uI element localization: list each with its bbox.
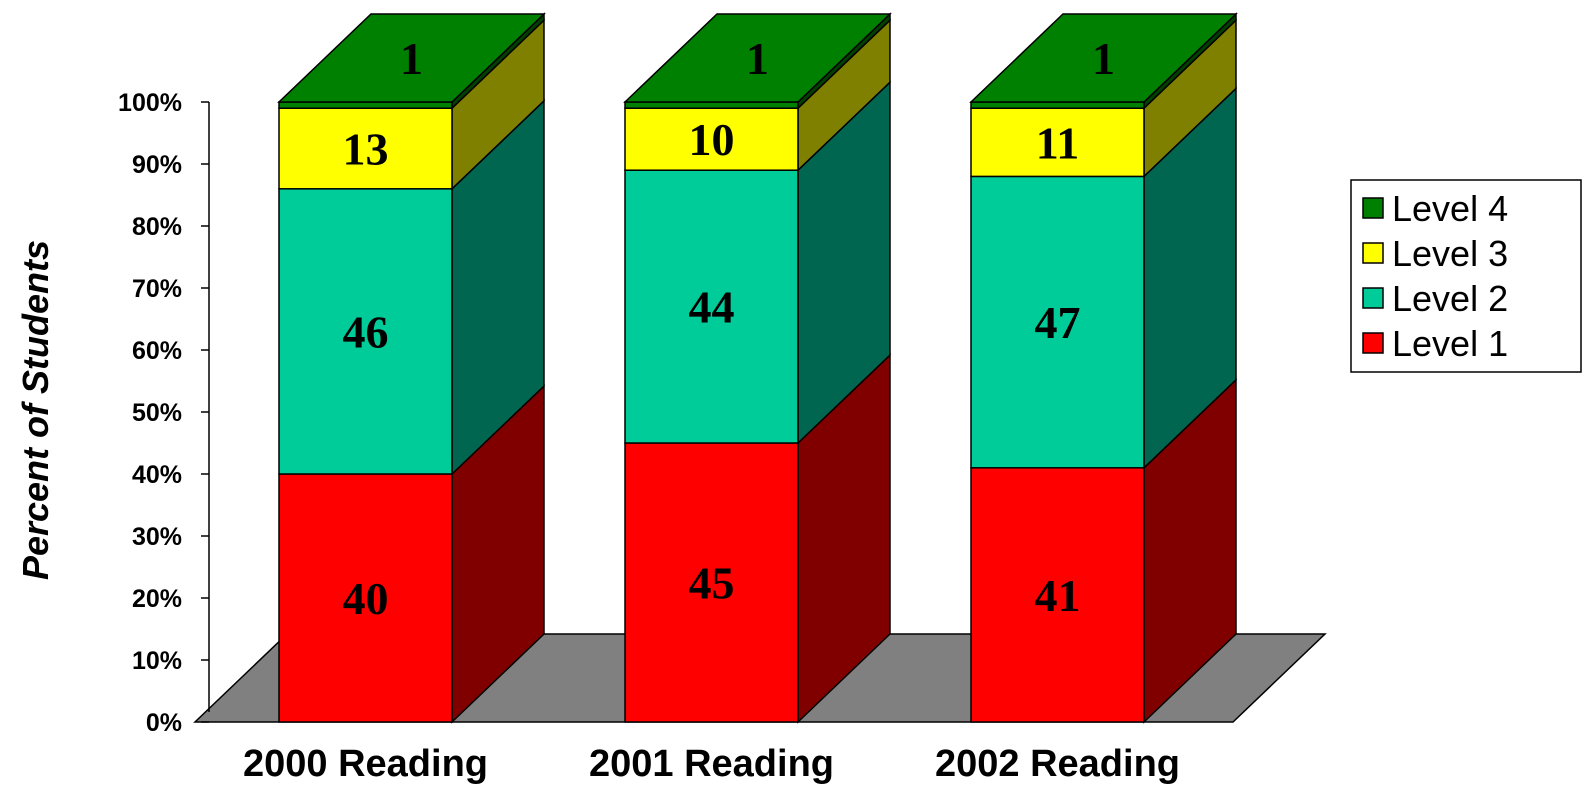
legend-swatch: [1362, 332, 1384, 354]
legend-swatch: [1362, 287, 1384, 309]
bar-segment: [278, 101, 453, 109]
data-label: 11: [1036, 117, 1079, 168]
data-label: 45: [689, 558, 735, 609]
y-tick-label: 80%: [132, 213, 182, 241]
legend-swatch: [1362, 242, 1384, 264]
bar-segment: [624, 169, 799, 444]
x-category-label: 2002 Reading: [935, 743, 1180, 785]
data-label: 13: [343, 124, 389, 175]
x-category-label: 2000 Reading: [243, 743, 488, 785]
y-tick-label: 10%: [132, 647, 182, 675]
data-label: 1: [746, 33, 769, 84]
bar-stack: 40 46 131: [277, 12, 546, 724]
x-category-label: 2001 Reading: [589, 743, 834, 785]
data-label: 1: [1092, 33, 1115, 84]
y-axis-title: Percent of Students: [15, 240, 56, 580]
y-tick-label: 40%: [132, 461, 182, 489]
legend-label: Level 4: [1392, 188, 1508, 229]
y-tick-label: 90%: [132, 151, 182, 179]
bar-segment: [624, 107, 799, 171]
bar-segment: [970, 101, 1145, 109]
y-tick-label: 60%: [132, 337, 182, 365]
bar-top-face: [969, 13, 1238, 103]
y-tick-label: 50%: [132, 399, 182, 427]
bar-segment: [624, 101, 799, 109]
y-tick-label: 0%: [146, 709, 182, 737]
y-tick-label: 20%: [132, 585, 182, 613]
y-tick-label: 100%: [118, 89, 182, 117]
bar-segment: [970, 467, 1145, 723]
bar-segment: [278, 107, 453, 190]
bar-segment: [970, 107, 1145, 178]
data-label: 47: [1035, 297, 1081, 348]
bar-segment: [970, 175, 1145, 469]
data-label: 1: [400, 33, 423, 84]
data-label: 10: [689, 114, 735, 165]
bar-stack: 45 44 101: [623, 12, 892, 724]
legend-label: Level 3: [1392, 233, 1508, 274]
bar-top-face: [277, 13, 546, 103]
data-label: 44: [689, 282, 735, 333]
bar-segment: [624, 442, 799, 723]
legend-box: [1350, 179, 1582, 373]
bar-top-face: [623, 13, 892, 103]
bar-segment: [278, 473, 453, 723]
legend-label: Level 1: [1392, 323, 1508, 364]
y-tick-label: 70%: [132, 275, 182, 303]
legend-label: Level 2: [1392, 278, 1508, 319]
legend-swatch: [1362, 197, 1384, 219]
y-tick-label: 30%: [132, 523, 182, 551]
data-label: 46: [343, 306, 389, 357]
data-label: 40: [343, 573, 389, 624]
bar-segment: [278, 188, 453, 475]
data-label: 41: [1035, 570, 1081, 621]
